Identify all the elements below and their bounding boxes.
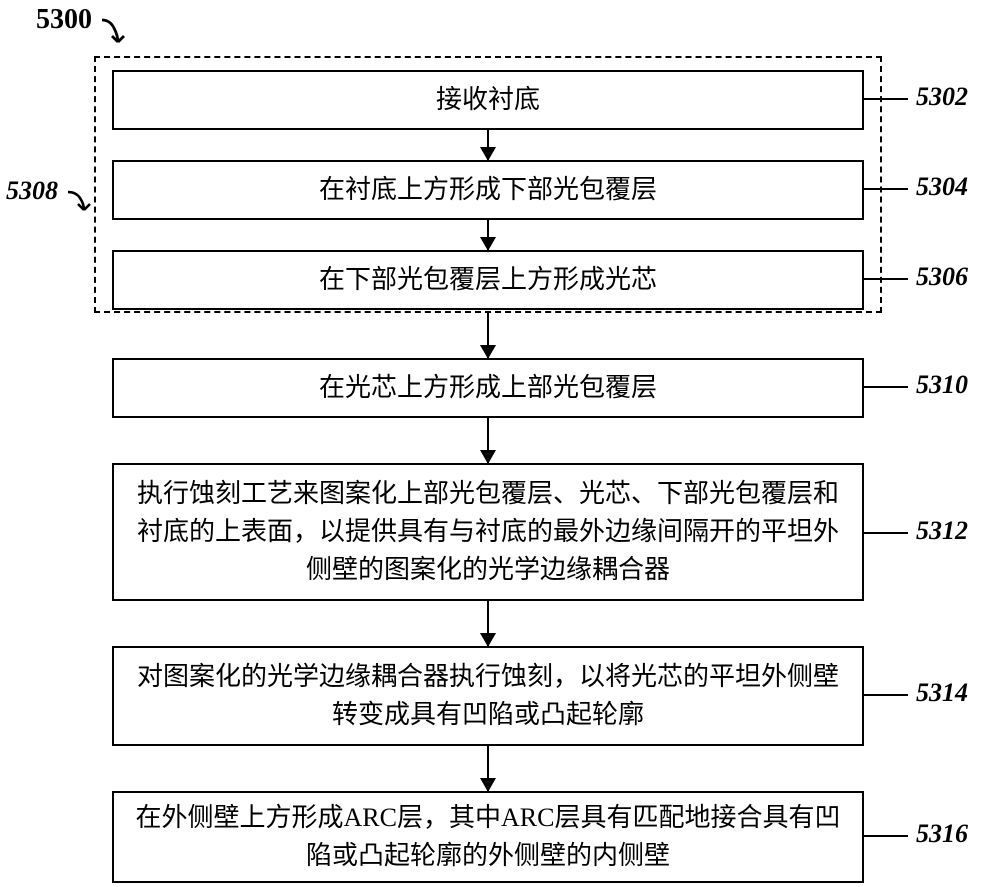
figure-number-hook-icon [100,18,132,44]
ref-5314: 5314 [916,678,968,708]
arrow-icon [487,418,489,463]
lead-line [864,278,908,280]
ref-5316: 5316 [916,819,968,849]
lead-line [864,188,908,190]
step-text: 在光芯上方形成上部光包覆层 [319,369,657,407]
arrow-icon [487,746,489,791]
ref-5310: 5310 [916,370,968,400]
step-5316: 在外侧壁上方形成ARC层，其中ARC层具有匹配地接合具有凹陷或凸起轮廓的外侧壁的… [112,791,864,883]
ref-5308: 5308 [6,176,58,206]
lead-line [864,386,908,388]
step-5314: 对图案化的光学边缘耦合器执行蚀刻，以将光芯的平坦外侧壁转变成具有凹陷或凸起轮廓 [112,646,864,746]
lead-line [864,98,908,100]
lead-line [864,532,908,534]
arrow-icon [487,130,489,160]
flowchart-canvas: 5300 接收衬底 在衬底上方形成下部光包覆层 在下部光包覆层上方形成光芯 在光… [0,0,1000,887]
lead-line [864,694,908,696]
ref-5302: 5302 [916,82,968,112]
arrow-icon [487,601,489,646]
step-text: 对图案化的光学边缘耦合器执行蚀刻，以将光芯的平坦外侧壁转变成具有凹陷或凸起轮廓 [134,658,842,733]
arrow-icon [487,220,489,250]
step-text: 在衬底上方形成下部光包覆层 [319,171,657,209]
ref-5306: 5306 [916,262,968,292]
step-text: 在下部光包覆层上方形成光芯 [319,261,657,299]
step-5304: 在衬底上方形成下部光包覆层 [112,160,864,220]
lead-line [864,835,908,837]
step-text: 执行蚀刻工艺来图案化上部光包覆层、光芯、下部光包覆层和衬底的上表面，以提供具有与… [134,475,842,588]
step-text: 接收衬底 [436,81,540,119]
step-text: 在外侧壁上方形成ARC层，其中ARC层具有匹配地接合具有凹陷或凸起轮廓的外侧壁的… [134,799,842,874]
figure-number: 5300 [36,4,92,36]
step-5302: 接收衬底 [112,70,864,130]
ref-5304: 5304 [916,172,968,202]
step-5306: 在下部光包覆层上方形成光芯 [112,250,864,310]
ref-5312: 5312 [916,516,968,546]
step-5310: 在光芯上方形成上部光包覆层 [112,358,864,418]
ref-5308-hook-icon [66,190,96,212]
step-5312: 执行蚀刻工艺来图案化上部光包覆层、光芯、下部光包覆层和衬底的上表面，以提供具有与… [112,463,864,601]
arrow-icon [487,313,489,358]
